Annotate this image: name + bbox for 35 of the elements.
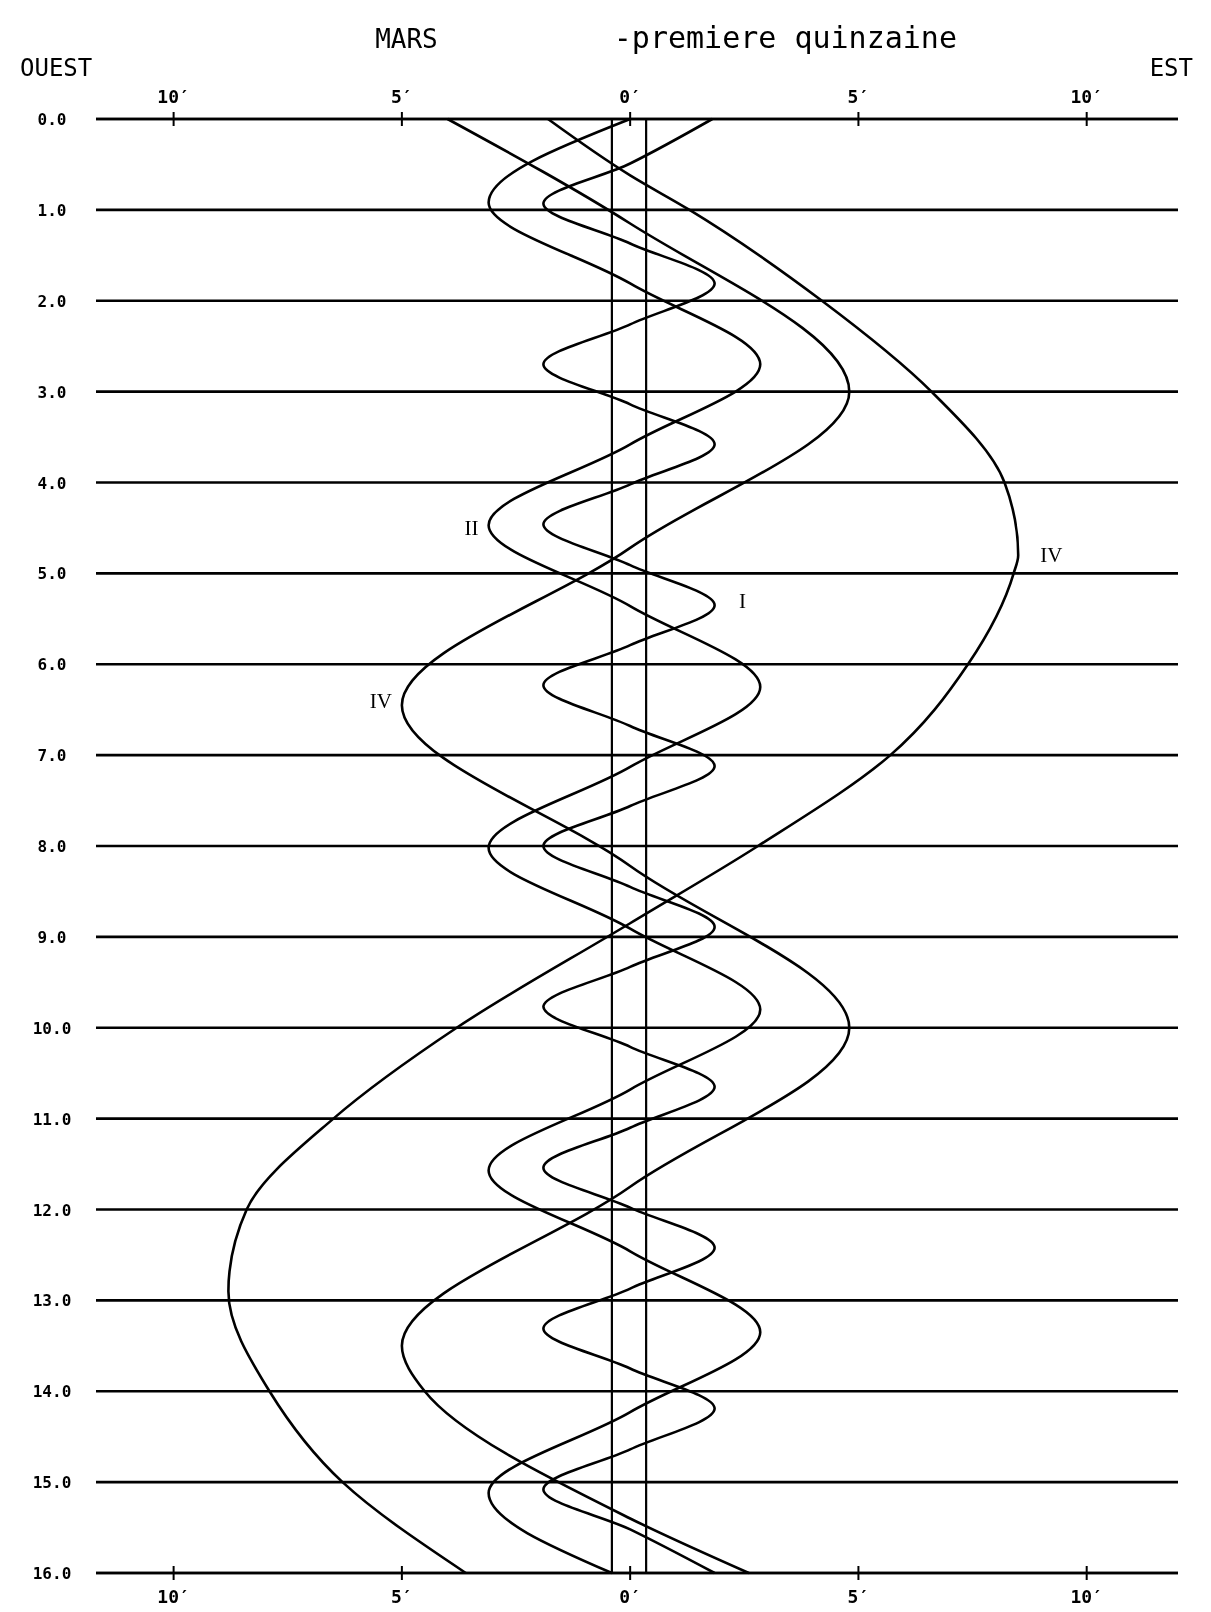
- x2-tick-label: 5′: [391, 1586, 413, 1607]
- y-tick-label: 0.0: [37, 110, 67, 129]
- y-tick-label: 9.0: [37, 927, 67, 947]
- y-tick-label: 1.0: [37, 200, 67, 220]
- x-tick-label: 5′: [391, 86, 413, 107]
- annotation: II: [464, 515, 479, 540]
- annotation: I: [738, 588, 746, 613]
- y-tick-label: 5.0: [37, 564, 67, 584]
- y-tick-label: 15.0: [32, 1473, 72, 1493]
- y-tick-label: 3.0: [37, 382, 67, 402]
- y-tick-label: 8.0: [37, 837, 67, 856]
- x-tick-label: 0′: [619, 86, 641, 107]
- annotation: IV: [1040, 543, 1063, 568]
- y-tick-label: 16.0: [32, 1564, 72, 1583]
- y-tick-label: 12.0: [32, 1200, 72, 1220]
- x-tick-label: 10′: [1070, 86, 1103, 107]
- y-tick-label: 11.0: [32, 1109, 72, 1129]
- x2-tick-label: 10′: [1070, 1586, 1103, 1607]
- chart-title: MARS: [375, 24, 438, 54]
- annotation: IV: [369, 688, 392, 713]
- x-tick-label: 5′: [847, 86, 870, 107]
- x2-tick-label: 5′: [847, 1586, 870, 1607]
- chart-subtitle: -premiere quinzaine: [613, 20, 957, 55]
- y-tick-label: 7.0: [37, 746, 67, 766]
- y-tick-label: 13.0: [32, 1291, 72, 1311]
- x2-tick-label: 0′: [619, 1586, 641, 1607]
- y-tick-label: 4.0: [37, 473, 67, 493]
- text: OUEST: [20, 54, 93, 82]
- text: EST: [1149, 54, 1193, 82]
- y-tick-label: 6.0: [37, 655, 67, 675]
- x-tick-label: 10′: [157, 86, 190, 107]
- y-tick-label: 14.0: [32, 1382, 72, 1402]
- y-tick-label: 10.0: [32, 1018, 72, 1038]
- y-tick-label: 2.0: [37, 291, 67, 311]
- x2-tick-label: 10′: [157, 1586, 190, 1607]
